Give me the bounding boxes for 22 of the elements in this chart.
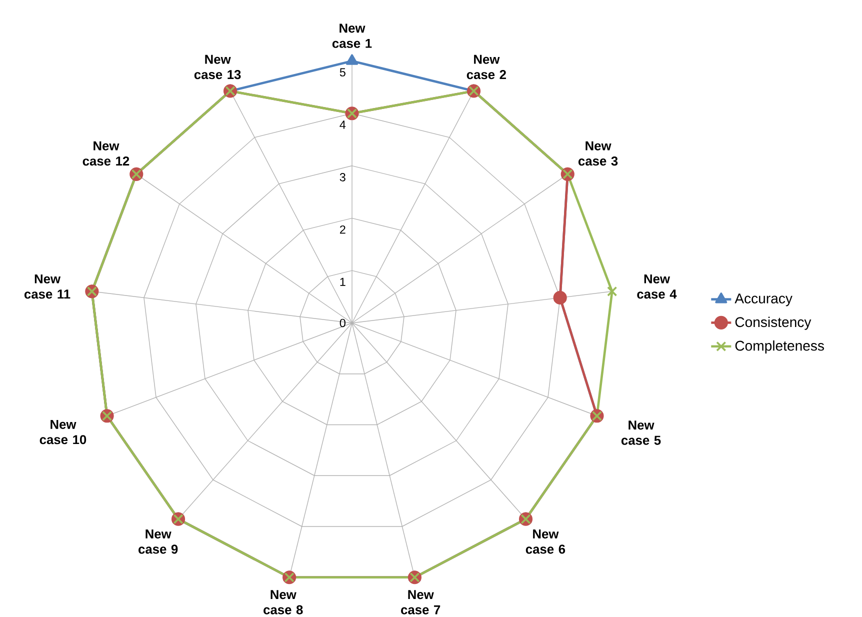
y-tick-label: 5 [340, 68, 346, 77]
spoke-label: New case 13 [194, 55, 241, 80]
y-tick-label: 3 [340, 173, 346, 182]
spoke-label: New case 1 [332, 24, 372, 48]
legend-label: Accuracy [734, 294, 792, 306]
spoke-label: New case 11 [24, 274, 70, 299]
spoke-label: New case 10 [40, 420, 86, 444]
spoke-label: New case 9 [138, 530, 178, 554]
y-tick-label: 4 [340, 120, 346, 129]
spoke-label: New case 7 [401, 590, 440, 615]
y-tick-label: 1 [340, 278, 346, 286]
legend-label: Completeness [735, 340, 824, 354]
spoke-label: New case 3 [578, 142, 618, 166]
spoke-label: New case 2 [466, 55, 506, 80]
legend-label: Consistency [735, 316, 812, 330]
spoke-label: New case 8 [264, 590, 303, 615]
spoke-label: New case 5 [621, 420, 661, 446]
spoke-label: New case 12 [82, 142, 130, 166]
y-tick-label: 0 [340, 319, 346, 328]
spoke-label: New case 6 [526, 530, 566, 554]
y-tick-label: 2 [340, 226, 346, 234]
spoke-label: New case 4 [637, 274, 677, 299]
